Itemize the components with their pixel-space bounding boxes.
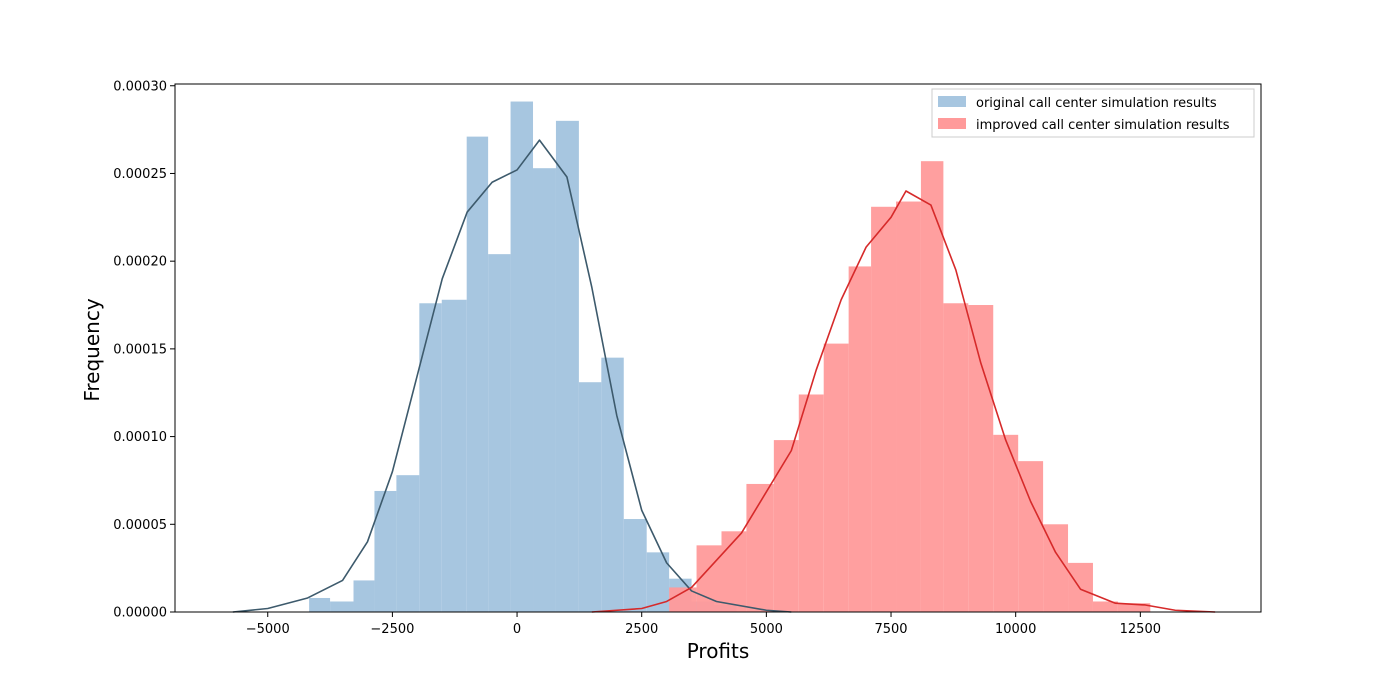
improved-kde-line bbox=[591, 190, 1216, 613]
legend-box bbox=[931, 88, 1255, 138]
improved-bar-5 bbox=[798, 394, 824, 612]
original-kde-line bbox=[232, 139, 792, 613]
improved-bar-11 bbox=[943, 303, 969, 612]
original-bar-4 bbox=[396, 475, 420, 612]
original-bar-14 bbox=[623, 519, 647, 612]
original-bar-0 bbox=[309, 597, 331, 612]
original-bar-7 bbox=[466, 136, 489, 612]
original-bar-3 bbox=[374, 490, 397, 612]
legend-label-improved: improved call center simulation results bbox=[976, 118, 1230, 133]
y-tick-label: 0.00000 bbox=[113, 606, 167, 621]
original-bar-12 bbox=[578, 382, 602, 612]
original-bar-9 bbox=[510, 101, 534, 612]
x-tick-label: 0 bbox=[513, 622, 521, 637]
axes-frame bbox=[174, 83, 1262, 613]
x-tick-label: 2500 bbox=[625, 622, 658, 637]
improved-bar-14 bbox=[1018, 461, 1044, 612]
original-bar-15 bbox=[646, 552, 670, 612]
x-tick-label: 12500 bbox=[1120, 622, 1161, 637]
original-bar-5 bbox=[419, 303, 442, 612]
original-bar-2 bbox=[353, 580, 375, 612]
improved-bar-12 bbox=[968, 305, 994, 612]
original-bar-6 bbox=[441, 299, 467, 612]
x-tick-label: 5000 bbox=[750, 622, 783, 637]
y-tick-label: 0.00025 bbox=[113, 167, 167, 182]
improved-bar-16 bbox=[1068, 562, 1093, 612]
legend: original call center simulation results … bbox=[931, 88, 1255, 138]
improved-bar-18 bbox=[1117, 603, 1151, 612]
improved-bar-9 bbox=[896, 201, 921, 612]
x-axis-label: Profits bbox=[687, 639, 750, 663]
improved-bar-13 bbox=[993, 434, 1019, 612]
original-bar-1 bbox=[330, 601, 354, 612]
y-tick-label: 0.00005 bbox=[113, 518, 167, 533]
x-tick-label: 10000 bbox=[995, 622, 1036, 637]
y-tick-label: 0.00015 bbox=[113, 342, 167, 357]
x-tick-label: −2500 bbox=[370, 622, 414, 637]
original-bar-8 bbox=[488, 254, 511, 612]
improved-bar-7 bbox=[848, 266, 872, 612]
improved-bar-3 bbox=[746, 483, 774, 612]
improved-bar-2 bbox=[721, 531, 747, 612]
x-tick-label: −5000 bbox=[246, 622, 290, 637]
plot-area bbox=[232, 101, 1216, 613]
x-tick-label: 7500 bbox=[874, 622, 907, 637]
original-bar-10 bbox=[533, 168, 556, 612]
improved-bar-4 bbox=[773, 440, 799, 612]
improved-bar-10 bbox=[920, 161, 944, 612]
improved-bar-6 bbox=[823, 343, 849, 612]
improved-bar-17 bbox=[1092, 601, 1118, 612]
x-axis: −5000 −2500 0 2500 5000 7500 10000 12500 bbox=[246, 612, 1161, 637]
y-tick-label: 0.00030 bbox=[113, 79, 167, 94]
legend-label-original: original call center simulation results bbox=[976, 96, 1217, 111]
legend-swatch-original bbox=[938, 96, 966, 107]
original-bar-11 bbox=[555, 120, 579, 612]
improved-bar-8 bbox=[871, 206, 897, 613]
y-tick-label: 0.00010 bbox=[113, 430, 167, 445]
y-tick-label: 0.00020 bbox=[113, 255, 167, 270]
improved-bar-15 bbox=[1043, 524, 1069, 612]
y-axis: 0.00000 0.00005 0.00010 0.00015 0.00020 0.000… bbox=[113, 79, 175, 621]
legend-swatch-improved bbox=[938, 118, 966, 129]
y-axis-label: Frequency bbox=[80, 298, 104, 401]
